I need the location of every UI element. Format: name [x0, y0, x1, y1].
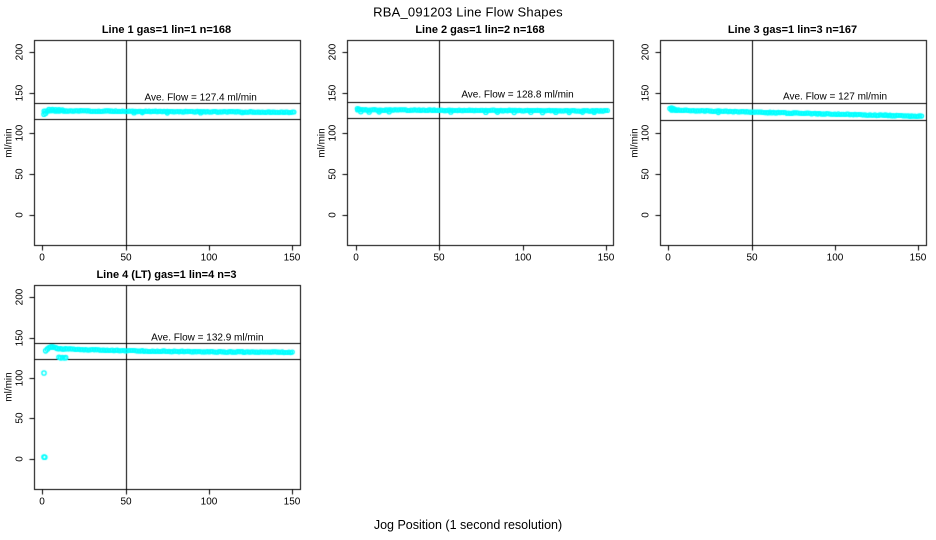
y-tick-label: 100: [14, 124, 25, 142]
y-axis-label-line3: ml/min: [629, 127, 640, 158]
y-tick-label: 50: [14, 168, 25, 180]
y-axis-label-line1: ml/min: [3, 127, 14, 158]
y-tick-label: 0: [14, 212, 25, 218]
x-tick-label: 150: [909, 252, 927, 264]
y-tick-label: 200: [14, 43, 25, 61]
panel-title-line2: Line 2 gas=1 lin=2 n=168: [415, 24, 545, 36]
x-tick-label: 50: [120, 496, 132, 508]
x-tick-label: 50: [746, 252, 758, 264]
panel-title-line1: Line 1 gas=1 lin=1 n=168: [101, 24, 232, 36]
panel-title-line3: Line 3 gas=1 lin=3 n=167: [727, 24, 858, 36]
y-tick-label: 0: [640, 212, 651, 218]
y-tick-label: 150: [640, 84, 651, 102]
ave-flow-annotation-line4: Ave. Flow = 132.9 ml/min: [151, 332, 264, 343]
y-axis-label-line4: ml/min: [3, 372, 14, 402]
x-tick-label: 50: [433, 252, 445, 264]
y-tick-label: 100: [14, 369, 25, 387]
y-tick-label: 0: [327, 212, 339, 218]
y-tick-label: 0: [14, 456, 25, 462]
x-tick-label: 100: [514, 252, 532, 264]
y-tick-label: 200: [14, 288, 25, 306]
x-tick-label: 0: [665, 252, 671, 264]
x-tick-label: 100: [200, 496, 218, 508]
y-tick-label: 200: [327, 43, 339, 61]
x-tick-label: 150: [283, 252, 301, 264]
y-tick-label: 100: [327, 124, 339, 142]
y-tick-label: 50: [14, 412, 25, 424]
x-tick-label: 0: [39, 252, 45, 264]
x-tick-label: 100: [826, 252, 844, 264]
ave-flow-annotation-line1: Ave. Flow = 127.4 ml/min: [144, 92, 257, 104]
y-axis-label-line2: ml/min: [316, 127, 328, 158]
y-tick-label: 150: [327, 84, 339, 102]
x-tick-label: 100: [200, 252, 218, 264]
ave-flow-annotation-line3: Ave. Flow = 127 ml/min: [782, 91, 888, 103]
y-tick-label: 50: [327, 168, 339, 180]
main-title: RBA_091203 Line Flow Shapes: [373, 4, 563, 20]
x-axis-title: Jog Position (1 second resolution): [373, 518, 563, 532]
y-tick-label: 100: [640, 124, 651, 142]
y-tick-label: 200: [640, 43, 651, 61]
y-tick-label: 50: [640, 168, 651, 180]
ave-flow-annotation-line2: Ave. Flow = 128.8 ml/min: [461, 89, 574, 101]
x-tick-label: 150: [597, 252, 615, 264]
y-tick-label: 150: [14, 84, 25, 102]
x-tick-label: 0: [39, 496, 45, 508]
x-tick-label: 0: [353, 252, 359, 264]
y-tick-label: 150: [14, 329, 25, 347]
x-tick-label: 150: [283, 496, 301, 508]
panel-title-line4: Line 4 (LT) gas=1 lin=4 n=3: [96, 269, 237, 281]
x-tick-label: 50: [120, 252, 132, 264]
